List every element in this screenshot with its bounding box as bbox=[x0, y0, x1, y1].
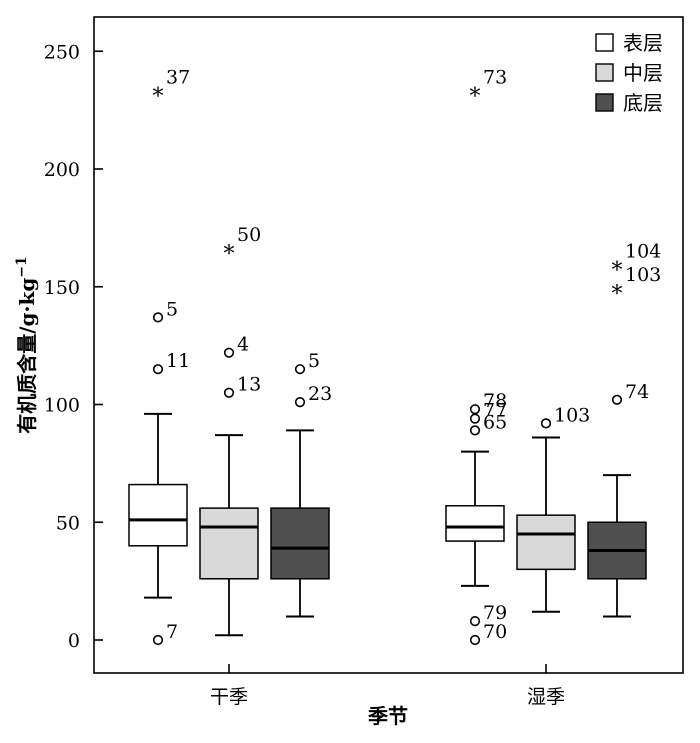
legend-label: 底层 bbox=[623, 91, 663, 115]
y-tick-label: 250 bbox=[44, 41, 80, 63]
box-0-0: 7 11 5 *37 bbox=[128, 66, 190, 646]
outlier-label: 11 bbox=[166, 350, 190, 372]
outlier-label: 79 bbox=[483, 602, 507, 624]
x-axis: 干季 湿季 bbox=[210, 664, 565, 708]
box-0-1: 13 4 *50 bbox=[199, 224, 261, 637]
box-iqr bbox=[445, 505, 505, 542]
outlier-label: 77 bbox=[483, 400, 507, 422]
y-axis-title: 有机质含量/g·kg−1 bbox=[14, 256, 39, 434]
outlier-circle bbox=[469, 425, 481, 436]
y-tick-label: 150 bbox=[44, 277, 80, 299]
outlier-circle bbox=[223, 347, 235, 358]
outlier-label: 4 bbox=[237, 334, 249, 356]
y-tick-label: 200 bbox=[44, 159, 80, 181]
box-series: 7115*37134*502357079657778*7310374*103*1… bbox=[128, 66, 661, 646]
outlier-label: 13 bbox=[237, 374, 261, 396]
box-0-2: 23 5 bbox=[270, 350, 332, 618]
outlier-circle bbox=[469, 616, 481, 627]
outlier-circle bbox=[469, 413, 481, 424]
legend-swatch bbox=[595, 93, 614, 112]
y-axis-title-superscript: −1 bbox=[14, 256, 30, 277]
box-iqr bbox=[199, 507, 259, 580]
plot-frame bbox=[93, 16, 684, 674]
y-tick-label: 100 bbox=[44, 395, 80, 417]
y-axis-title-main: 有机质含量/g·kg bbox=[15, 278, 39, 434]
outlier-label: 70 bbox=[483, 621, 507, 643]
outlier-label: 37 bbox=[166, 66, 190, 88]
outlier-label: 73 bbox=[483, 66, 507, 88]
y-tick-label: 50 bbox=[56, 512, 80, 534]
outlier-label: 78 bbox=[483, 390, 507, 412]
outlier-star: * bbox=[224, 242, 235, 267]
outlier-label: 5 bbox=[308, 350, 320, 372]
outlier-circle bbox=[540, 418, 552, 429]
outlier-star: * bbox=[153, 84, 164, 109]
box-iqr bbox=[128, 483, 188, 547]
outlier-label: 103 bbox=[625, 264, 661, 286]
outlier-circle bbox=[294, 397, 306, 408]
outlier-circle bbox=[223, 387, 235, 398]
outlier-label: 65 bbox=[483, 411, 507, 433]
x-tick-label: 湿季 bbox=[527, 686, 565, 708]
outlier-label: 50 bbox=[237, 224, 261, 246]
y-axis: 0 50 100 150 200 250 bbox=[44, 41, 103, 652]
outlier-label: 7 bbox=[166, 621, 178, 643]
outlier-star: * bbox=[612, 259, 623, 284]
x-axis-title: 季节 bbox=[367, 704, 408, 728]
outlier-label: 74 bbox=[625, 381, 649, 403]
outlier-circle bbox=[152, 634, 164, 646]
box-1-1: 103 bbox=[516, 404, 590, 613]
box-1-2: 74 *103*104 bbox=[587, 241, 661, 618]
outlier-label: 23 bbox=[308, 383, 332, 405]
x-tick-label: 干季 bbox=[210, 686, 248, 708]
outlier-circle bbox=[469, 634, 481, 646]
legend-label: 表层 bbox=[623, 31, 663, 55]
outlier-star: * bbox=[470, 84, 481, 109]
outlier-label: 104 bbox=[625, 241, 661, 263]
outlier-label: 103 bbox=[554, 404, 590, 426]
outlier-label: 5 bbox=[166, 298, 178, 320]
outlier-circle bbox=[152, 312, 164, 323]
outlier-circle bbox=[469, 404, 481, 415]
box-iqr bbox=[270, 507, 330, 580]
outlier-star: * bbox=[612, 282, 623, 307]
legend-label: 中层 bbox=[623, 61, 663, 85]
box-iqr bbox=[516, 514, 576, 571]
outlier-circle bbox=[611, 394, 623, 405]
outlier-circle bbox=[152, 364, 164, 375]
y-tick-label: 0 bbox=[68, 630, 80, 652]
legend-swatch bbox=[595, 63, 614, 82]
legend-swatch bbox=[595, 33, 614, 52]
outlier-circle bbox=[294, 364, 306, 375]
